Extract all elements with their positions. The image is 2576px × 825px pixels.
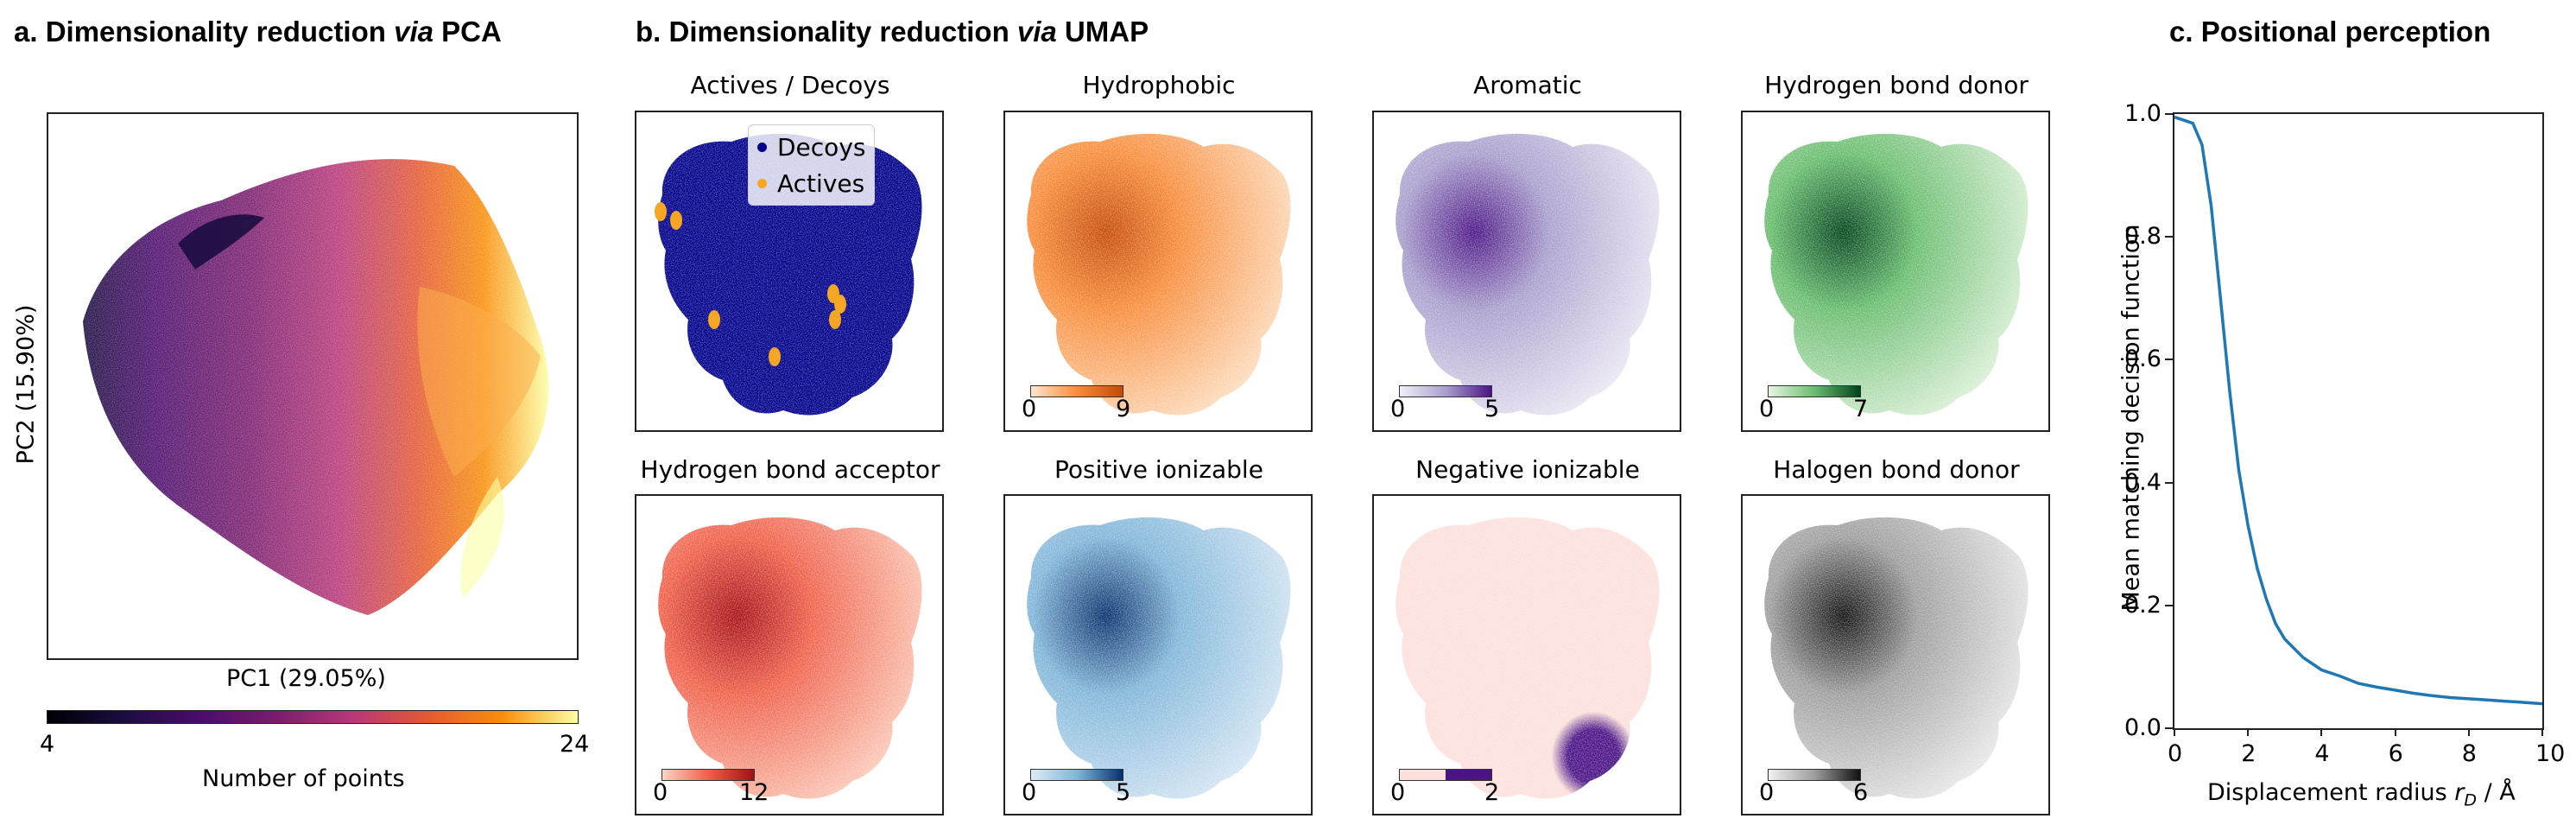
actives-cluster — [708, 310, 720, 329]
pca-colorbar-min: 4 — [40, 731, 55, 758]
positional-xlabel: Displacement radius rD / Å — [2207, 779, 2516, 810]
legend-label-actives: Actives — [777, 168, 865, 198]
x-tick-label: 6 — [2388, 740, 2403, 767]
umap-plot-negative-ionizable — [1372, 494, 1681, 815]
x-tick-label: 4 — [2314, 740, 2330, 767]
umap-plot-hbd — [1741, 111, 2050, 432]
x-tick-label: 8 — [2461, 740, 2477, 767]
actives-cluster — [769, 347, 781, 366]
y-tick-label: 0.0 — [2124, 714, 2161, 741]
x-tick-label: 10 — [2535, 740, 2566, 767]
pca-scatter-plot — [47, 112, 579, 660]
positive-ionizable-cb-max: 5 — [1116, 779, 1131, 806]
umap-title-actives-decoys: Actives / Decoys — [690, 71, 890, 99]
hbd-cb-min: 0 — [1759, 396, 1775, 422]
y-tick-label: 0.6 — [2124, 346, 2161, 373]
y-tick-label: 1.0 — [2124, 100, 2161, 127]
umap-title-halogen-bond-donor: Halogen bond donor — [1773, 455, 2020, 484]
series-line-mean-matching — [2174, 115, 2542, 706]
halogen-cb-min: 0 — [1759, 779, 1775, 806]
umap-title-hydrophobic: Hydrophobic — [1082, 71, 1236, 99]
positional-perception-plot — [2173, 112, 2544, 730]
x-tick-label: 2 — [2241, 740, 2256, 767]
actives-cluster — [670, 211, 682, 230]
hydrophobic-cb-min: 0 — [1022, 396, 1037, 422]
y-tick-label: 0.4 — [2124, 468, 2161, 496]
panel-a-title: a. Dimensionality reduction via PCA — [14, 16, 502, 48]
y-tick-mark — [2165, 113, 2173, 115]
legend-label-decoys: Decoys — [777, 132, 866, 162]
hbd-colorbar — [1768, 385, 1861, 397]
positional-ylabel: Mean matching decision function — [2117, 224, 2145, 612]
halogen-colorbar — [1768, 769, 1861, 781]
hydrophobic-cb-max: 9 — [1116, 396, 1131, 422]
decoys-marker — [757, 142, 767, 152]
umap-title-hba: Hydrogen bond acceptor — [640, 455, 940, 484]
x-tick-mark — [2467, 728, 2470, 736]
actives-cluster — [829, 310, 841, 329]
y-tick-label: 0.8 — [2124, 223, 2161, 251]
umap-plot-hydrophobic — [1003, 111, 1313, 432]
y-tick-mark — [2165, 359, 2173, 361]
hba-cb-max: 12 — [739, 779, 769, 806]
panel-b-title: b. Dimensionality reduction via UMAP — [636, 16, 1149, 48]
umap-title-aromatic: Aromatic — [1473, 71, 1582, 99]
legend-item-actives: Actives — [757, 165, 865, 201]
y-tick-mark — [2165, 236, 2173, 238]
umap-title-negative-ionizable: Negative ionizable — [1415, 455, 1640, 484]
negative-ionizable-cb-max: 2 — [1484, 779, 1500, 806]
negative-ionizable-colorbar — [1399, 769, 1492, 781]
hba-colorbar — [661, 769, 755, 781]
umap-title-positive-ionizable: Positive ionizable — [1054, 455, 1263, 484]
x-tick-mark — [2174, 728, 2175, 736]
legend-item-decoys: Decoys — [757, 129, 865, 165]
y-tick-mark — [2165, 481, 2173, 484]
pca-colorbar-max: 24 — [560, 731, 590, 758]
actives-cluster — [655, 202, 667, 221]
hbd-cb-max: 7 — [1853, 396, 1869, 422]
umap-plot-positive-ionizable — [1003, 494, 1313, 815]
x-tick-mark — [2541, 728, 2543, 736]
pca-xlabel: PC1 (29.05%) — [226, 665, 386, 692]
umap-plot-aromatic — [1372, 111, 1681, 432]
y-tick-mark — [2165, 727, 2173, 729]
actives-cluster — [834, 295, 846, 314]
actives-marker — [757, 178, 767, 188]
y-tick-label: 0.2 — [2124, 591, 2161, 619]
umap-legend: Decoys Actives — [748, 124, 876, 206]
hba-cb-min: 0 — [653, 779, 668, 806]
aromatic-cb-max: 5 — [1484, 396, 1500, 422]
panel-c-title: c. Positional perception — [2169, 16, 2491, 48]
negative-ionizable-cb-min: 0 — [1390, 779, 1406, 806]
x-tick-label: 0 — [2168, 740, 2183, 767]
positive-ionizable-cb-min: 0 — [1022, 779, 1037, 806]
umap-plot-halogen-bond-donor — [1741, 494, 2050, 815]
pca-ylabel: PC2 (15.90%) — [12, 304, 40, 465]
y-tick-mark — [2165, 604, 2173, 606]
positive-ionizable-colorbar — [1030, 769, 1123, 781]
aromatic-colorbar — [1399, 385, 1492, 397]
umap-title-hbd: Hydrogen bond donor — [1764, 71, 2029, 99]
pca-colorbar-label: Number of points — [202, 765, 405, 792]
umap-plot-hba — [635, 494, 944, 815]
x-tick-mark — [2320, 728, 2323, 736]
x-tick-mark — [2247, 728, 2250, 736]
aromatic-cb-min: 0 — [1390, 396, 1406, 422]
halogen-cb-max: 6 — [1853, 779, 1869, 806]
x-tick-mark — [2394, 728, 2396, 736]
pca-colorbar — [47, 710, 579, 724]
hydrophobic-colorbar — [1030, 385, 1123, 397]
